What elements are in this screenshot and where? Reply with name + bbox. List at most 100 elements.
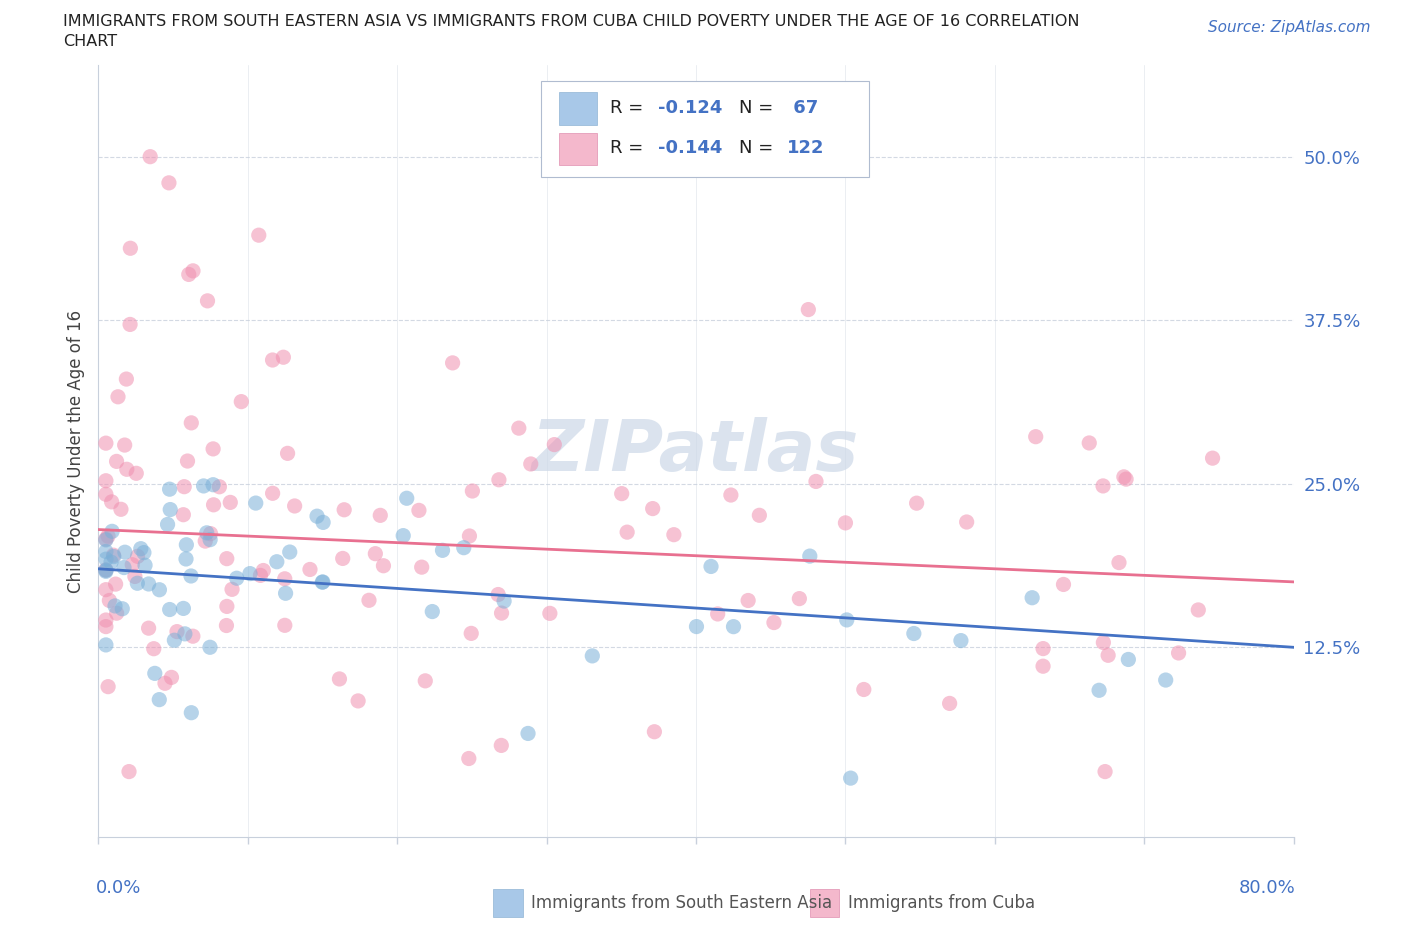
Point [138, 620, 160, 635]
Point [180, 705, 202, 720]
Point [94, 613, 117, 628]
Point [239, 566, 262, 581]
Point [799, 549, 821, 564]
Point [156, 517, 179, 532]
Point [180, 568, 202, 583]
Point [176, 454, 198, 469]
Point [159, 502, 181, 517]
Point [262, 485, 284, 500]
Bar [494, 889, 523, 916]
Point [115, 462, 138, 477]
Point [112, 560, 135, 575]
Point [1032, 641, 1054, 656]
Point [328, 671, 350, 686]
Point [143, 666, 166, 681]
Point [364, 546, 387, 561]
Bar [558, 133, 596, 166]
Point [395, 491, 418, 506]
Point [107, 390, 129, 405]
Point [172, 601, 194, 616]
Point [413, 673, 436, 688]
Point [298, 562, 321, 577]
Point [166, 624, 188, 639]
Point [797, 302, 820, 317]
Point [458, 528, 481, 543]
Point [197, 293, 219, 308]
Point [127, 549, 149, 564]
Point [138, 577, 160, 591]
Point [312, 575, 335, 590]
Point [202, 442, 225, 457]
Point [159, 602, 181, 617]
Point [94, 619, 117, 634]
Point [198, 640, 221, 655]
Point [835, 613, 858, 628]
Point [103, 548, 125, 563]
Point [98, 593, 121, 608]
Point [277, 445, 299, 460]
Point [284, 498, 307, 513]
Point [453, 540, 475, 555]
Point [94, 544, 117, 559]
Point [748, 508, 770, 523]
Point [949, 633, 972, 648]
Point [1025, 430, 1047, 445]
Point [266, 554, 288, 569]
Point [432, 543, 454, 558]
Point [312, 515, 335, 530]
Bar [810, 889, 839, 916]
Point [100, 495, 122, 510]
Point [333, 502, 356, 517]
Point [262, 352, 284, 367]
Text: -0.144: -0.144 [658, 140, 723, 157]
Point [120, 241, 142, 256]
Point [114, 545, 136, 560]
Point [125, 466, 148, 481]
Text: 0.0%: 0.0% [96, 880, 142, 897]
Point [132, 545, 155, 560]
Point [1032, 658, 1054, 673]
Point [245, 496, 267, 511]
Point [134, 558, 156, 573]
Point [839, 771, 862, 786]
Point [305, 509, 328, 524]
Point [723, 619, 745, 634]
Point [461, 484, 484, 498]
Point [508, 420, 530, 435]
Point [581, 648, 603, 663]
Point [111, 602, 134, 617]
Point [441, 355, 464, 370]
Point [173, 627, 195, 642]
Point [225, 571, 247, 586]
Text: Immigrants from Cuba: Immigrants from Cuba [848, 894, 1035, 911]
Point [159, 482, 181, 497]
Point [129, 541, 152, 556]
Point [94, 563, 117, 578]
Point [460, 626, 482, 641]
Point [215, 551, 238, 566]
Point [392, 528, 415, 543]
Point [1097, 648, 1119, 663]
Point [641, 501, 664, 516]
Point [94, 563, 117, 578]
Point [616, 525, 638, 539]
Point [105, 605, 128, 620]
Text: N =: N = [740, 140, 779, 157]
Point [181, 629, 204, 644]
Point [762, 615, 785, 630]
Point [1092, 635, 1115, 650]
Point [737, 593, 759, 608]
Text: ZIPatlas: ZIPatlas [533, 417, 859, 485]
Point [114, 438, 136, 453]
Point [347, 694, 370, 709]
Point [1108, 555, 1130, 570]
Point [1187, 603, 1209, 618]
Point [852, 682, 875, 697]
Point [97, 529, 120, 544]
Point [494, 593, 516, 608]
Point [202, 477, 225, 492]
Point [700, 559, 723, 574]
Point [103, 549, 125, 564]
Point [956, 514, 979, 529]
Point [198, 532, 221, 547]
